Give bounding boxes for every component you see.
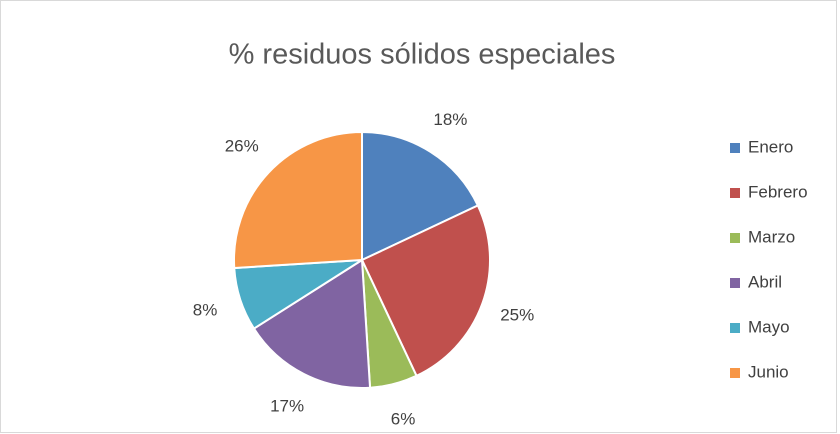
- pie-slice: [233, 130, 363, 270]
- legend-label: Febrero: [748, 182, 808, 201]
- data-label: 8%: [193, 300, 218, 319]
- legend-swatch: [730, 368, 740, 378]
- legend-swatch: [730, 143, 740, 153]
- legend-label: Marzo: [748, 227, 795, 246]
- pie-slice: [360, 204, 491, 378]
- legend-swatch: [730, 188, 740, 198]
- data-label: 6%: [391, 409, 416, 428]
- legend-label: Enero: [748, 137, 793, 156]
- pie-slice: [252, 258, 372, 389]
- legend-label: Junio: [748, 362, 789, 381]
- pie-slice: [361, 130, 480, 262]
- legend-label: Abril: [748, 272, 782, 291]
- data-label: 18%: [433, 110, 467, 129]
- legend-swatch: [730, 278, 740, 288]
- data-label: 25%: [500, 305, 534, 324]
- legend-swatch: [730, 323, 740, 333]
- data-label: 26%: [225, 137, 259, 156]
- legend-swatch: [730, 233, 740, 243]
- legend-label: Mayo: [748, 317, 790, 336]
- data-label: 17%: [270, 397, 304, 416]
- chart-title: % residuos sólidos especiales: [229, 39, 616, 71]
